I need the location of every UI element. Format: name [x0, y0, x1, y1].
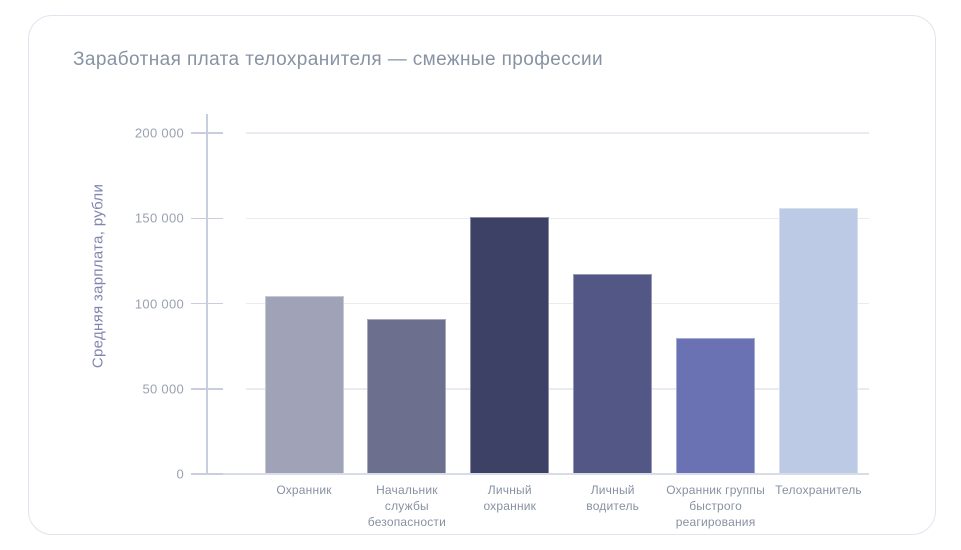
- chart-card: Заработная плата телохранителя — смежные…: [28, 15, 936, 535]
- x-axis-line: [207, 473, 869, 475]
- x-axis-label: Охранник: [276, 483, 332, 497]
- gridline: [246, 132, 869, 134]
- y-tick-label: 100 000: [134, 296, 184, 311]
- bar: [264, 295, 344, 474]
- chart-title: Заработная плата телохранителя — смежные…: [73, 49, 604, 70]
- y-tick-label: 50 000: [142, 381, 184, 397]
- gridline: [246, 302, 869, 305]
- y-tick-mark: [191, 132, 223, 134]
- gridline: [246, 388, 869, 390]
- bar: [470, 216, 550, 474]
- bar: [367, 318, 447, 474]
- y-tick-mark: [191, 388, 223, 390]
- y-tick-mark: [191, 473, 223, 475]
- y-tick-label: 200 000: [134, 125, 184, 141]
- y-axis-title: Средняя зарплата, рубли: [89, 183, 107, 369]
- bar: [676, 337, 756, 474]
- x-axis-label: Начальник службы безопасности: [367, 483, 447, 529]
- y-axis-line: [206, 114, 208, 474]
- x-axis-label: Телохранитель: [775, 483, 862, 497]
- y-tick-label: 150 000: [134, 210, 184, 226]
- y-tick-mark: [191, 217, 223, 219]
- x-axis-label: Личный водитель: [586, 483, 640, 513]
- gridline: [246, 217, 869, 219]
- x-axis-label: Охранник группы быстрого реагирования: [666, 483, 765, 529]
- bar: [779, 208, 858, 474]
- y-tick-label: 0: [176, 466, 184, 482]
- bar: [573, 273, 653, 474]
- x-axis-label: Личный охранник: [483, 483, 537, 513]
- y-tick-mark: [191, 302, 223, 305]
- plot-area: 0 50 000 100 000 150 000 200 000 Охранник Нач…: [135, 114, 869, 529]
